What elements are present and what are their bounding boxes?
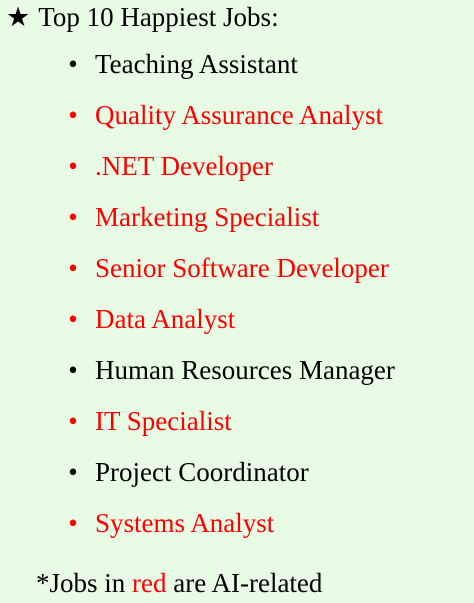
job-item-5: • Senior Software Developer (0, 250, 474, 301)
job-item-1: • Teaching Assistant (0, 46, 474, 97)
bullet-icon: • (68, 304, 78, 334)
list-heading: ★ Top 10 Happiest Jobs: (6, 0, 279, 34)
footnote-prefix: *Jobs in (36, 568, 133, 598)
job-label: Human Resources Manager (95, 355, 395, 385)
job-item-10: • Systems Analyst (0, 505, 474, 556)
bullet-icon: • (68, 355, 78, 385)
job-item-6: • Data Analyst (0, 301, 474, 352)
bullet-icon: • (68, 202, 78, 232)
job-label: .NET Developer (95, 151, 273, 181)
bullet-icon: • (68, 100, 78, 130)
job-list: • Teaching Assistant • Quality Assurance… (0, 46, 474, 556)
ai-footnote: *Jobs in red are AI-related (36, 565, 322, 601)
bullet-icon: • (68, 406, 78, 436)
footnote-suffix: are AI-related (166, 568, 323, 598)
job-label: Quality Assurance Analyst (95, 100, 383, 130)
job-label: Marketing Specialist (95, 202, 320, 232)
bullet-icon: • (68, 49, 78, 79)
heading-text: Top 10 Happiest Jobs: (38, 2, 279, 32)
job-item-4: • Marketing Specialist (0, 199, 474, 250)
job-item-7: • Human Resources Manager (0, 352, 474, 403)
job-label: Systems Analyst (95, 508, 275, 538)
job-label: IT Specialist (95, 406, 232, 436)
job-label: Senior Software Developer (95, 253, 389, 283)
job-item-2: • Quality Assurance Analyst (0, 97, 474, 148)
bullet-icon: • (68, 508, 78, 538)
job-label: Teaching Assistant (95, 49, 298, 79)
bullet-icon: • (68, 151, 78, 181)
bullet-icon: • (68, 457, 78, 487)
job-item-9: • Project Coordinator (0, 454, 474, 505)
job-label: Data Analyst (95, 304, 236, 334)
footnote-highlight: red (132, 568, 167, 598)
bullet-icon: • (68, 253, 78, 283)
job-item-3: • .NET Developer (0, 148, 474, 199)
job-label: Project Coordinator (95, 457, 309, 487)
job-item-8: • IT Specialist (0, 403, 474, 454)
star-icon: ★ (6, 2, 31, 32)
